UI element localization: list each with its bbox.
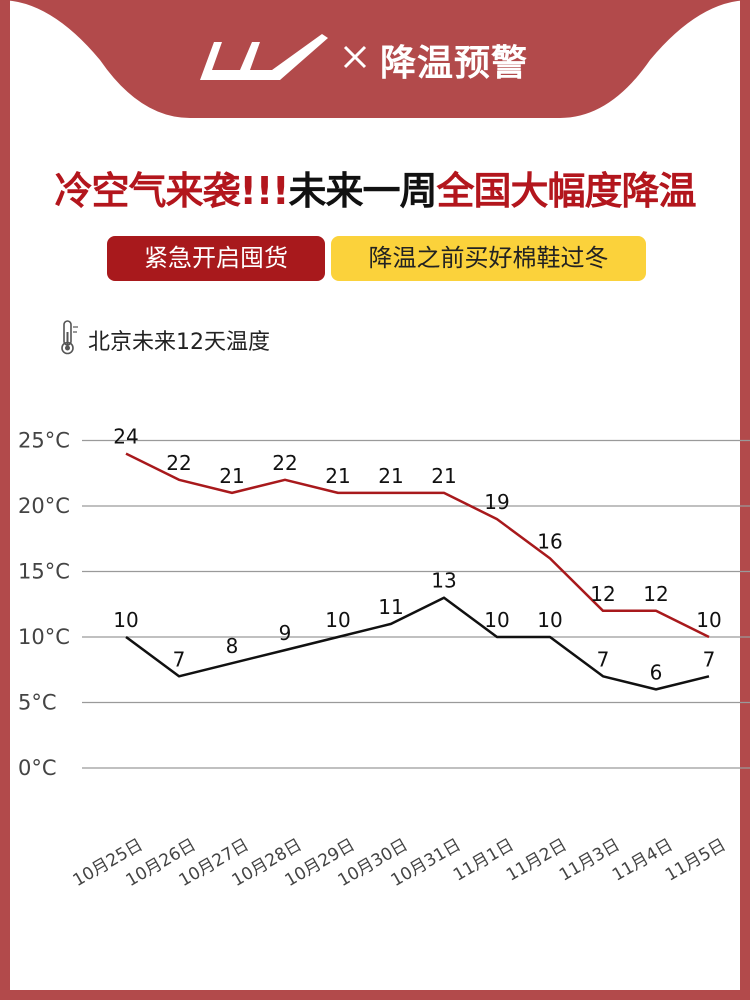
y-tick-label: 25°C	[18, 429, 70, 453]
data-label: 22	[166, 451, 191, 475]
data-label: 7	[173, 647, 186, 671]
y-tick-label: 15°C	[18, 560, 70, 584]
data-label: 10	[537, 608, 562, 632]
data-label: 7	[703, 647, 716, 671]
data-label: 10	[113, 608, 138, 632]
tag-red: 紧急开启囤货	[107, 236, 325, 281]
data-label: 22	[272, 451, 297, 475]
poster-card	[10, 0, 740, 990]
headline: 冷空气来袭!!!未来一周全国大幅度降温	[0, 160, 750, 215]
data-label: 7	[597, 647, 610, 671]
close-icon	[343, 45, 367, 69]
x-tick-label: 11月1日	[450, 835, 518, 886]
x-tick-label: 11月4日	[609, 835, 677, 886]
brand-logo-icon	[200, 34, 328, 80]
data-label: 13	[431, 569, 456, 593]
data-label: 16	[537, 529, 562, 553]
data-label: 12	[590, 582, 615, 606]
data-label: 6	[650, 660, 663, 684]
x-tick-label: 11月3日	[556, 835, 624, 886]
series-line-1	[125, 452, 710, 639]
data-label: 12	[643, 582, 668, 606]
series-line-2	[125, 596, 710, 691]
data-label: 11	[378, 595, 403, 619]
header-title: 降温预警	[380, 43, 529, 84]
data-label: 10	[325, 608, 350, 632]
data-label: 21	[378, 464, 403, 488]
x-tick-label: 11月5日	[662, 835, 730, 886]
data-label: 10	[484, 608, 509, 632]
data-label: 21	[325, 464, 350, 488]
y-tick-label: 5°C	[18, 691, 57, 715]
data-label: 9	[279, 621, 292, 645]
data-label: 10	[696, 608, 721, 632]
y-tick-label: 10°C	[18, 625, 70, 649]
header-tab	[0, 0, 750, 118]
data-label: 21	[219, 464, 244, 488]
subtitle-text: 北京未来12天温度	[88, 330, 270, 355]
tag-yellow: 降温之前买好棉鞋过冬	[331, 236, 646, 281]
headline-part3: 全国大幅度降温	[436, 169, 697, 213]
thermometer-icon	[61, 320, 78, 355]
data-label: 19	[484, 490, 509, 514]
headline-part2: 未来一周	[288, 169, 437, 213]
data-label: 24	[113, 425, 138, 449]
headline-part1: 冷空气来袭!!!	[54, 169, 289, 213]
y-tick-label: 0°C	[18, 756, 57, 780]
x-tick-label: 11月2日	[503, 835, 571, 886]
y-tick-label: 20°C	[18, 494, 70, 518]
data-label: 21	[431, 464, 456, 488]
data-label: 8	[226, 634, 239, 658]
